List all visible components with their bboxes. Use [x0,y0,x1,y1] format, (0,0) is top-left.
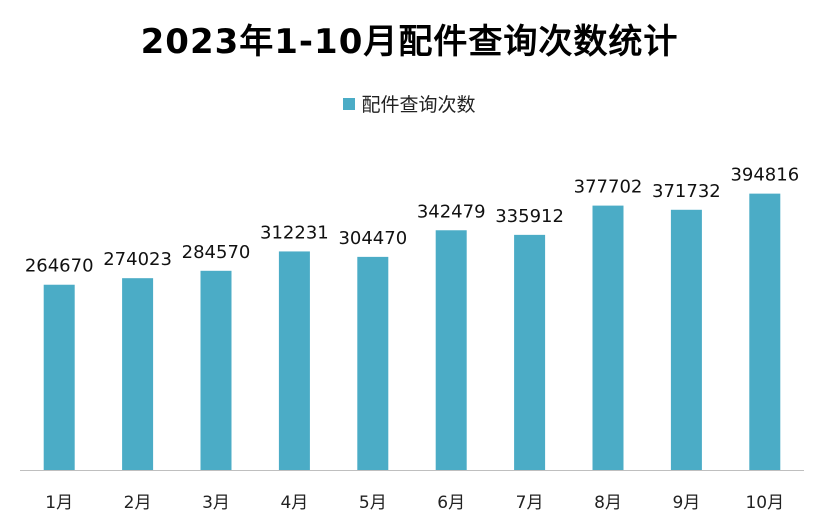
x-tick-label: 1月 [45,493,73,513]
bar [592,205,624,471]
bar [435,230,467,470]
bar [749,193,781,471]
x-tick-label: 2月 [124,493,152,513]
x-tick-label: 6月 [437,493,465,513]
data-label: 264670 [25,256,94,277]
bars-layer [43,193,781,471]
x-tick-label: 5月 [359,493,387,513]
legend-swatch [343,97,356,110]
chart-title: 2023年1-10月配件查询次数统计 [140,22,679,62]
data-label: 312231 [260,222,329,243]
data-label: 274023 [103,249,172,270]
bar [278,251,310,470]
bar [200,270,232,470]
x-tick-label: 8月 [594,493,622,513]
data-label: 342479 [417,201,486,222]
data-labels-layer: 264670 274023 284570 312231 304470 342479 3359… [25,165,799,277]
data-label: 377702 [574,177,643,198]
bar [122,278,154,470]
legend-label: 配件查询次数 [361,94,476,116]
bar [514,234,546,470]
data-label: 371732 [652,181,721,202]
data-label: 284570 [182,242,251,263]
data-label: 335912 [495,206,564,227]
bar [43,284,75,470]
legend: 配件查询次数 [0,90,819,117]
x-tick-label: 7月 [516,493,544,513]
data-label: 394816 [730,165,799,186]
bar [357,256,389,470]
x-tick-labels-layer: 1月 2月 3月 4月 5月 6月 7月 8月 9月 10月 [45,493,784,513]
x-tick-label: 10月 [745,493,784,513]
x-tick-label: 9月 [672,493,700,513]
x-tick-label: 3月 [202,493,230,513]
x-tick-label: 4月 [280,493,308,513]
bar [670,209,702,470]
data-label: 304470 [338,228,407,249]
